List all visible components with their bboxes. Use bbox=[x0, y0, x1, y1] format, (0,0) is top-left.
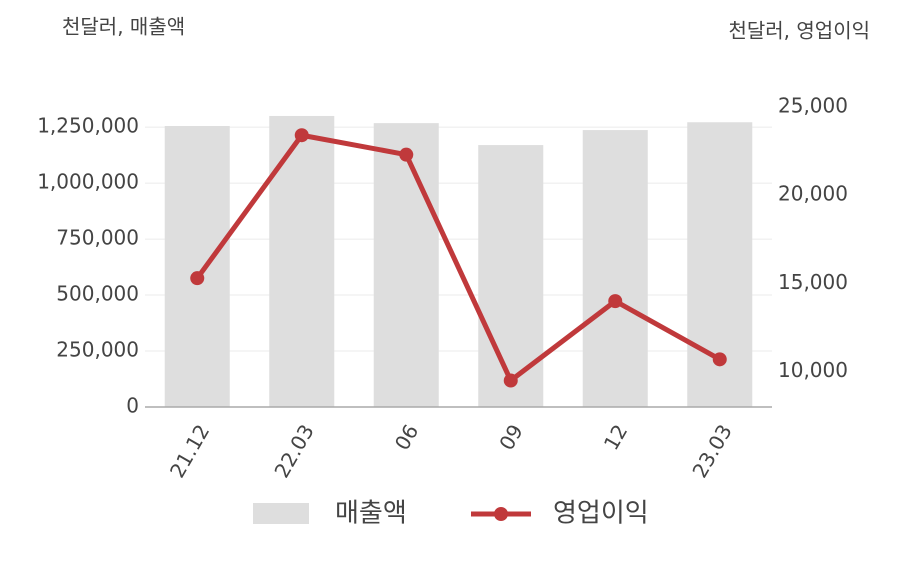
y-tick-label: 1,250,000 bbox=[37, 114, 139, 138]
y-tick-label: 250,000 bbox=[56, 338, 139, 362]
y-axis-title: 천달러, 매출액 bbox=[62, 15, 185, 39]
y2-tick-label: 25,000 bbox=[778, 94, 848, 118]
y-tick-label: 500,000 bbox=[56, 282, 139, 306]
line-point bbox=[399, 147, 414, 162]
line-point bbox=[294, 128, 309, 143]
x-tick-label: 09 bbox=[494, 420, 528, 454]
bar bbox=[582, 130, 648, 408]
bar bbox=[164, 126, 230, 408]
x-tick-label: 22.03 bbox=[269, 420, 318, 482]
bar bbox=[373, 123, 439, 408]
line-point bbox=[608, 294, 623, 309]
x-tick-label: 12 bbox=[599, 420, 633, 454]
bar bbox=[478, 145, 544, 408]
line-point bbox=[190, 271, 205, 286]
y2-tick-label: 15,000 bbox=[778, 270, 848, 294]
y-tick-label: 0 bbox=[126, 394, 139, 418]
x-tick-label: 23.03 bbox=[687, 420, 736, 482]
y2-tick-label: 10,000 bbox=[778, 358, 848, 382]
y-tick-label: 1,000,000 bbox=[37, 170, 139, 194]
y2-axis-title: 천달러, 영업이익 bbox=[728, 19, 870, 43]
legend-label: 영업이익 bbox=[553, 499, 649, 529]
x-tick-label: 21.12 bbox=[165, 420, 214, 482]
legend-swatch bbox=[253, 503, 309, 524]
y-tick-label: 750,000 bbox=[56, 226, 139, 250]
bar bbox=[269, 115, 335, 407]
legend-label: 매출액 bbox=[335, 499, 407, 529]
line-point bbox=[712, 352, 727, 367]
x-tick-label: 06 bbox=[390, 420, 424, 454]
line bbox=[195, 132, 721, 384]
line-point bbox=[503, 373, 518, 388]
y2-tick-label: 20,000 bbox=[778, 182, 848, 206]
legend-swatch bbox=[494, 507, 508, 521]
